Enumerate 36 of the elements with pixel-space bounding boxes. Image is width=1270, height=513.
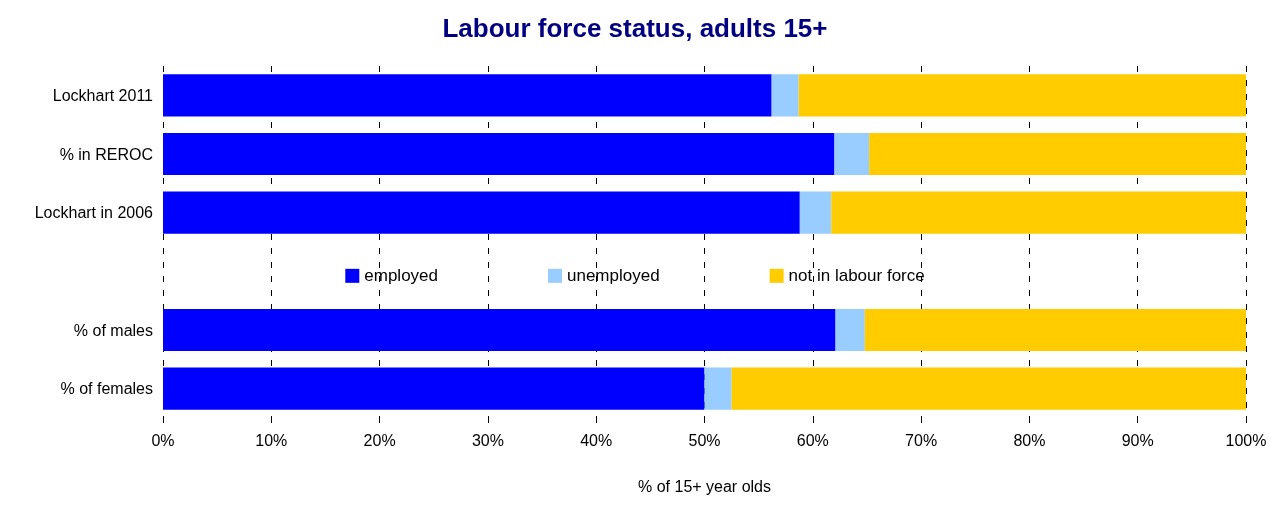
legend-label: not in labour force xyxy=(788,266,925,286)
bar xyxy=(864,308,1246,352)
legend-label: unemployed xyxy=(567,266,660,286)
x-tick-label: 0% xyxy=(151,431,175,449)
bar xyxy=(704,367,732,410)
bar xyxy=(163,74,772,117)
x-tick-label: 30% xyxy=(471,431,504,449)
x-tick-label: 70% xyxy=(905,431,938,449)
bar xyxy=(834,132,870,176)
x-tick-label: 60% xyxy=(796,431,829,449)
bar xyxy=(163,132,835,176)
y-tick-label: Lockhart 2011 xyxy=(52,86,154,104)
bar xyxy=(163,367,705,410)
y-tick-label: % of males xyxy=(73,321,153,339)
chart-title: Labour force status, adults 15+ xyxy=(442,13,828,43)
bar xyxy=(799,191,832,234)
bar xyxy=(163,308,836,352)
x-axis-title: % of 15+ year olds xyxy=(638,477,771,495)
x-tick-label: 20% xyxy=(363,431,396,449)
x-tick-label: 10% xyxy=(255,431,288,449)
bar xyxy=(798,74,1246,117)
x-tick-label: 40% xyxy=(580,431,613,449)
x-tick-label: 50% xyxy=(688,431,721,449)
bar xyxy=(831,191,1246,234)
bar xyxy=(163,191,800,234)
y-tick-label: % in REROC xyxy=(59,145,153,163)
y-tick-label: % of females xyxy=(60,380,153,398)
bar xyxy=(835,308,865,352)
bar xyxy=(771,74,799,117)
x-tick-label: 90% xyxy=(1121,431,1154,449)
x-tick-label: 80% xyxy=(1013,431,1046,449)
bar xyxy=(869,132,1246,176)
x-tick-label: 100% xyxy=(1225,431,1267,449)
legend-label: employed xyxy=(364,266,439,286)
y-tick-label: Lockhart in 2006 xyxy=(34,204,154,222)
bar xyxy=(731,367,1246,410)
